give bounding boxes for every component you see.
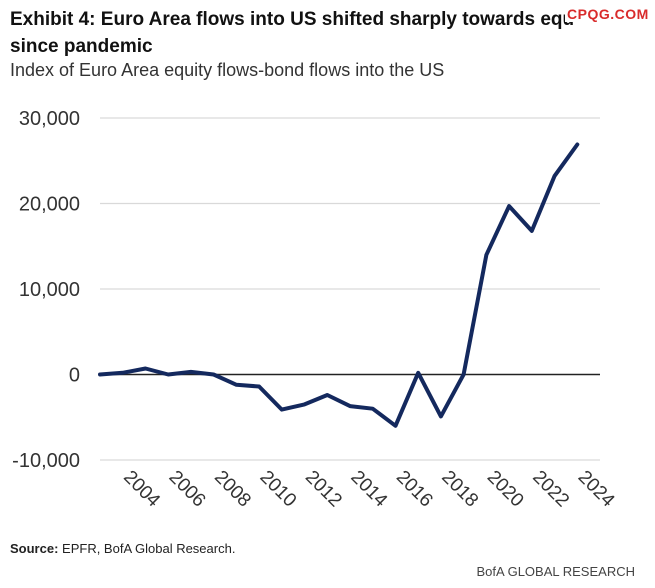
chart-title-line1: Exhibit 4: Euro Area flows into US shift…: [10, 9, 575, 30]
source-text: EPFR, BofA Global Research.: [62, 541, 236, 556]
source-note: Source: EPFR, BofA Global Research.: [10, 541, 235, 556]
y-tick-label: 10,000: [19, 279, 80, 301]
x-tick-label: 2016: [392, 467, 437, 512]
series-line: [98, 142, 580, 428]
y-tick-label: 20,000: [19, 194, 80, 216]
y-tick-label: 30,000: [19, 108, 80, 130]
x-tick-label: 2006: [165, 467, 210, 512]
x-tick-label: 2024: [574, 467, 619, 512]
y-tick-label: -10,000: [12, 450, 80, 472]
x-tick-label: 2012: [301, 467, 346, 512]
x-tick-label: 2014: [346, 467, 391, 512]
y-tick-label: 0: [69, 365, 80, 387]
x-tick-label: 2022: [528, 467, 573, 512]
chart-subtitle: Index of Euro Area equity flows-bond flo…: [10, 60, 445, 80]
chart-title-line2: since pandemic: [10, 36, 153, 57]
footer-brand: BofA GLOBAL RESEARCH: [476, 564, 635, 579]
x-tick-label: 2008: [210, 467, 255, 512]
x-tick-label: 2020: [483, 467, 528, 512]
x-tick-label: 2004: [119, 467, 164, 512]
chart-title: Exhibit 4: Euro Area flows into US shift…: [10, 6, 630, 60]
x-tick-label: 2018: [437, 467, 482, 512]
watermark: CPQG.COM: [565, 6, 651, 22]
source-label: Source:: [10, 541, 59, 556]
x-tick-label: 2010: [256, 467, 301, 512]
